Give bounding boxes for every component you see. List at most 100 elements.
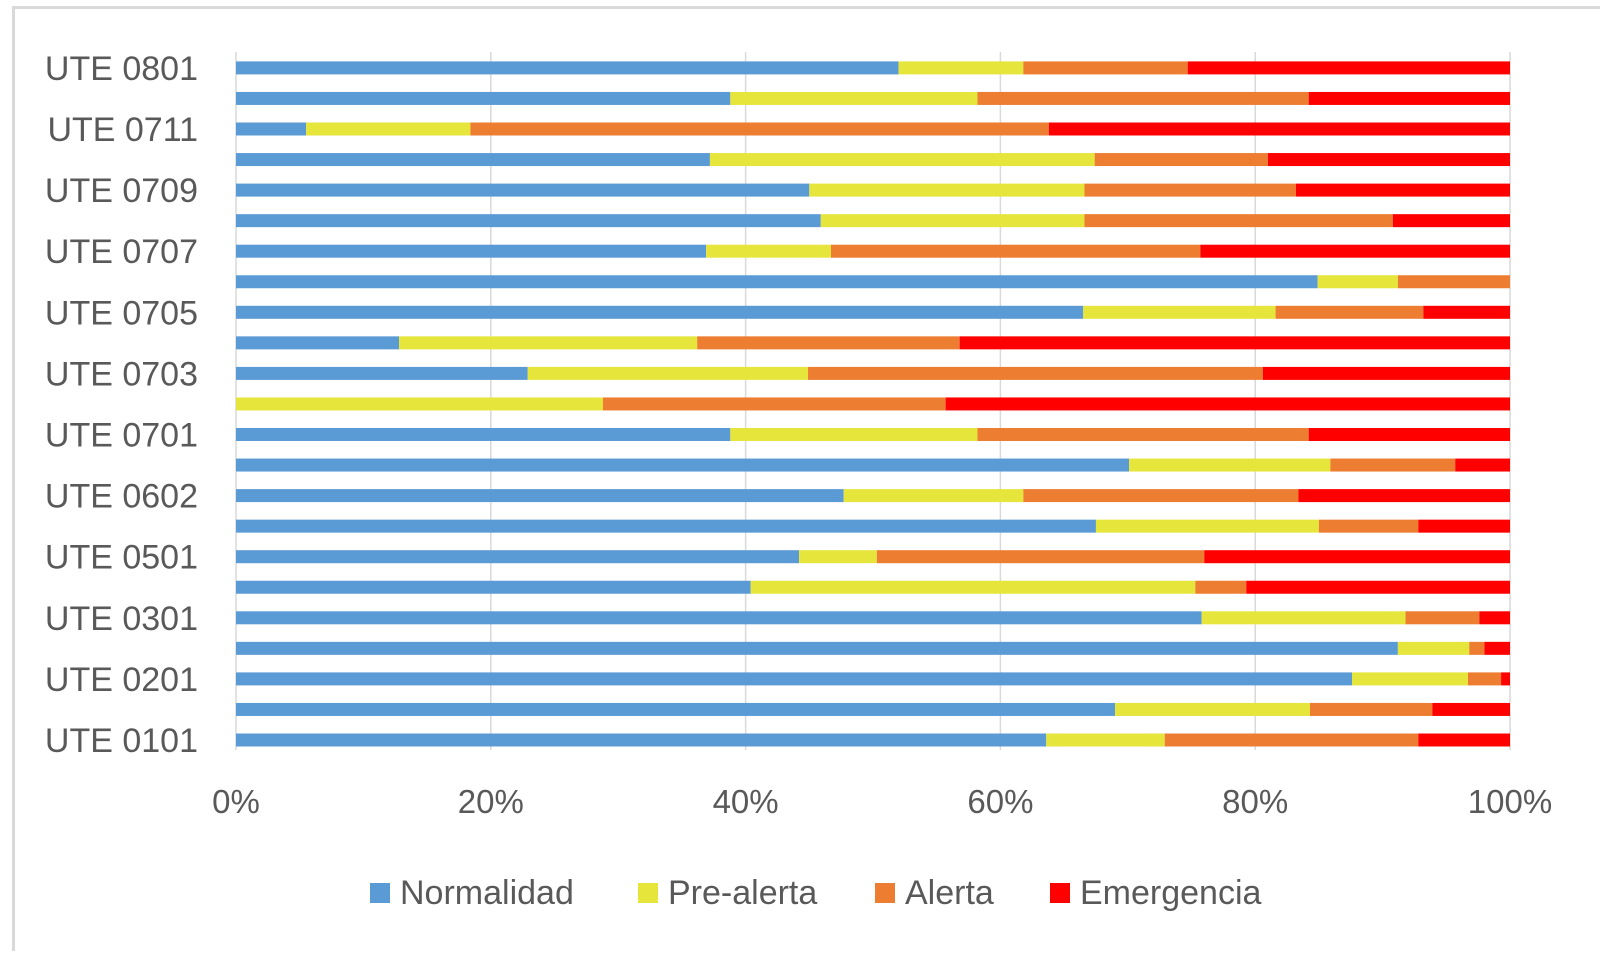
bar-segment-emergencia-12 [1262, 366, 1510, 380]
bar-segment-normalidad-19 [236, 153, 710, 167]
category-label: UTE 0701 [45, 417, 198, 455]
bar-segment-alerta-7 [1318, 519, 1419, 533]
legend-item-emergencia: Emergencia [1050, 874, 1262, 912]
bar-segment-normalidad-20 [236, 122, 307, 136]
bar-segment-alerta-19 [1094, 153, 1268, 167]
bar-segment-normalidad-8 [236, 489, 844, 503]
bar-segment-normalidad-10 [236, 428, 731, 441]
legend-swatch [370, 883, 390, 903]
bar-segment-alerta-22 [1023, 61, 1188, 75]
bar-segment-emergencia-10 [1308, 428, 1510, 441]
legend-label: Emergencia [1080, 874, 1262, 912]
category-label: UTE 0801 [45, 50, 198, 88]
bar-segment-emergencia-20 [1048, 122, 1510, 136]
category-labels: UTE 0101 UTE 0201 UTE 0301 UTE 0501 UTE 0602… [45, 50, 198, 760]
bar-segment-pre-alerta-0 [1046, 733, 1165, 747]
bar-segment-alerta-6 [876, 550, 1205, 564]
bar-segment-normalidad-3 [236, 641, 1398, 655]
bar-segment-normalidad-4 [236, 611, 1202, 625]
bar-segment-pre-alerta-10 [730, 428, 978, 441]
bar-segment-emergencia-13 [959, 336, 1510, 350]
bar-segment-emergencia-11 [945, 397, 1510, 411]
bar-segment-normalidad-22 [236, 61, 899, 75]
bar-segment-pre-alerta-22 [898, 61, 1024, 75]
bar-segment-normalidad-14 [236, 305, 1084, 319]
bar-segment-pre-alerta-7 [1095, 519, 1319, 533]
bar-segment-pre-alerta-11 [236, 397, 603, 411]
bar-segment-emergencia-2 [1501, 672, 1510, 686]
bar-segment-emergencia-5 [1246, 580, 1510, 594]
chart-frame [12, 6, 1600, 951]
category-label: UTE 0301 [45, 600, 198, 638]
bar-segment-normalidad-17 [236, 214, 821, 228]
bar-segment-normalidad-5 [236, 580, 751, 594]
x-tick-label: 100% [1468, 783, 1552, 820]
bar-segment-alerta-17 [1084, 214, 1393, 228]
bar-segment-pre-alerta-4 [1201, 611, 1406, 625]
category-label: UTE 0707 [45, 233, 198, 271]
bar-segment-normalidad-7 [236, 519, 1096, 533]
bar-segment-pre-alerta-20 [306, 122, 471, 136]
bar-segment-alerta-15 [1397, 275, 1510, 289]
bar-segment-pre-alerta-21 [730, 91, 978, 105]
bar-segment-normalidad-15 [236, 275, 1318, 289]
bar-segment-alerta-1 [1309, 702, 1433, 716]
category-label: UTE 0703 [45, 355, 198, 393]
bar-segment-pre-alerta-1 [1115, 702, 1310, 716]
category-label: UTE 0501 [45, 539, 198, 577]
bar-segment-pre-alerta-13 [399, 336, 698, 350]
bar-segment-normalidad-13 [236, 336, 400, 350]
bar-segment-alerta-2 [1467, 672, 1502, 686]
category-label: UTE 0705 [45, 294, 198, 332]
x-tick-label: 20% [458, 783, 524, 820]
bar-segment-emergencia-17 [1392, 214, 1510, 228]
bar-segment-pre-alerta-3 [1397, 641, 1470, 655]
legend-item-normalidad: Normalidad [370, 874, 574, 912]
bar-segment-alerta-21 [977, 91, 1309, 105]
bar-segment-normalidad-1 [236, 702, 1116, 716]
bar-segment-normalidad-9 [236, 458, 1130, 472]
bar-segment-alerta-4 [1405, 611, 1480, 625]
legend-swatch [638, 883, 658, 903]
bar-segment-alerta-5 [1195, 580, 1247, 594]
bar-segment-pre-alerta-18 [809, 183, 1085, 197]
bar-segment-emergencia-7 [1418, 519, 1510, 533]
legend-label: Normalidad [400, 874, 574, 912]
legend: Normalidad Pre-alerta Alerta Emergencia [370, 874, 1262, 912]
bar-segment-alerta-10 [977, 428, 1309, 441]
bar-segment-alerta-13 [697, 336, 960, 350]
bar-segment-alerta-0 [1164, 733, 1419, 747]
bar-segment-normalidad-0 [236, 733, 1047, 747]
bar-segment-alerta-14 [1275, 305, 1424, 319]
bar-segment-emergencia-6 [1204, 550, 1510, 564]
bar-segment-normalidad-6 [236, 550, 800, 564]
bar-segment-normalidad-16 [236, 244, 707, 258]
bar-segment-pre-alerta-5 [750, 580, 1196, 594]
bars [236, 61, 1510, 747]
bar-segment-emergencia-18 [1295, 183, 1510, 197]
bar-segment-emergencia-4 [1479, 611, 1510, 625]
bar-segment-pre-alerta-2 [1352, 672, 1468, 686]
bar-segment-normalidad-18 [236, 183, 810, 197]
legend-swatch [1050, 883, 1070, 903]
bar-segment-normalidad-21 [236, 91, 731, 105]
x-tick-label: 80% [1222, 783, 1288, 820]
x-tick-label: 60% [967, 783, 1033, 820]
bar-segment-emergencia-21 [1308, 91, 1510, 105]
bar-segment-emergencia-8 [1298, 489, 1510, 503]
bar-segment-alerta-9 [1330, 458, 1456, 472]
x-tick-label: 40% [713, 783, 779, 820]
legend-swatch [875, 883, 895, 903]
bar-segment-pre-alerta-16 [706, 244, 831, 258]
bar-segment-alerta-11 [602, 397, 946, 411]
bar-segment-emergencia-9 [1455, 458, 1510, 472]
bar-segment-emergencia-14 [1423, 305, 1510, 319]
bar-segment-emergencia-1 [1432, 702, 1510, 716]
bar-segment-alerta-12 [808, 366, 1263, 380]
legend-label: Alerta [905, 874, 994, 912]
category-label: UTE 0709 [45, 172, 198, 210]
bar-segment-emergencia-0 [1418, 733, 1510, 747]
legend-item-alerta: Alerta [875, 874, 994, 912]
legend-item-pre-alerta: Pre-alerta [638, 874, 817, 912]
